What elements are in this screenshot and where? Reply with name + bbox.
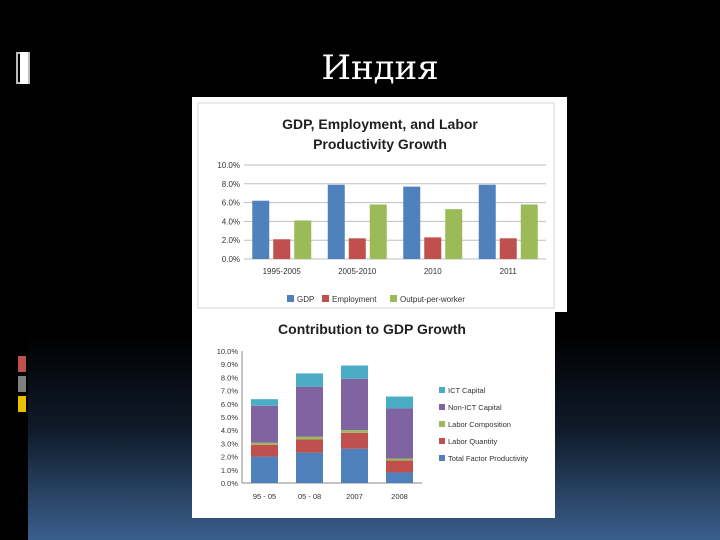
chart-growth-x-tick: 2005-2010 [338,267,377,276]
slide-title: Индия [321,48,439,88]
chart-contribution-bar-segment [251,399,278,406]
chart-contribution-bar-segment [251,405,278,443]
chart-contribution-bar-segment [251,444,278,457]
chart-contribution-y-tick: 5.0% [221,413,238,422]
chart-growth-bar [478,184,496,259]
chart-growth-title: GDP, Employment, and Labor [282,116,478,132]
chart-growth-bar [348,238,366,259]
decor-strip-red [18,356,26,372]
chart-contribution-bar-segment [296,439,323,453]
chart-growth-legend-label: Output-per-worker [400,295,465,304]
chart-growth: GDP, Employment, and Labor Productivity … [197,102,555,309]
chart-contribution-legend-label: ICT Capital [448,386,486,395]
chart-growth-y-tick: 10.0% [217,161,240,170]
chart-contribution-y-tick: 3.0% [221,439,238,448]
chart-contribution-legend-label: Non-ICT Capital [448,403,502,412]
chart-growth-legend-label: Employment [332,295,377,304]
chart-contribution-bar-segment [341,365,368,379]
chart-contribution-bar-segment [341,378,368,431]
chart-contribution-bar-segment [386,408,413,459]
chart-contribution-legend-swatch [439,404,445,410]
chart-growth-bar [403,186,421,259]
chart-contribution-x-tick: 05 - 08 [298,492,321,501]
chart-contribution-x-tick: 95 - 05 [253,492,276,501]
decor-strip-gray [18,376,26,392]
chart-contribution-bar-segment [251,456,278,483]
chart-contribution-y-tick: 9.0% [221,360,238,369]
chart-growth-y-tick: 6.0% [222,199,240,208]
chart-contribution-x-tick: 2008 [391,492,408,501]
chart-contribution-legend-swatch [439,387,445,393]
chart-growth-y-tick: 4.0% [222,217,240,226]
chart-contribution-bar-segment [341,430,368,433]
chart-contribution-y-tick: 8.0% [221,373,238,382]
chart-growth-x-tick: 1995-2005 [263,267,302,276]
chart-growth-bar [520,204,538,259]
chart-growth-y-tick: 8.0% [222,180,240,189]
chart-contribution-legend-swatch [439,438,445,444]
chart-contribution-y-tick: 7.0% [221,387,238,396]
chart-contribution-legend-label: Labor Quantity [448,437,497,446]
chart-growth-box: GDP, Employment, and Labor Productivity … [192,97,567,312]
chart-contribution-y-tick: 10.0% [217,347,239,356]
chart-contribution-bar-segment [341,432,368,449]
chart-growth-y-tick: 0.0% [222,255,240,264]
chart-contribution-y-tick: 0.0% [221,479,238,488]
chart-contribution-bar-segment [296,436,323,440]
chart-growth-bar [294,220,312,259]
chart-contribution-y-tick: 2.0% [221,453,238,462]
chart-growth-legend-swatch [322,295,329,302]
chart-contribution-bar-segment [296,386,323,437]
chart-contribution-legend-label: Labor Composition [448,420,511,429]
chart-growth-legend-label: GDP [297,295,314,304]
decor-strip-yellow [18,396,26,412]
chart-contribution-legend-label: Total Factor Productivity [448,454,528,463]
chart-contribution-bar-segment [386,472,413,483]
chart-contribution-y-tick: 4.0% [221,426,238,435]
chart-growth-x-tick: 2010 [424,267,442,276]
chart-growth-bar [499,238,517,259]
chart-growth-bar [424,237,442,259]
chart-contribution-title: Contribution to GDP Growth [278,321,466,337]
chart-contribution-bar-segment [386,458,413,461]
chart-contribution-legend-swatch [439,421,445,427]
chart-contribution-legend-swatch [439,455,445,461]
chart-contribution-bar-segment [296,452,323,483]
chart-growth-bar [369,204,387,259]
chart-contribution-y-tick: 1.0% [221,466,238,475]
chart-growth-bar [252,200,270,259]
chart-growth-legend-swatch [390,295,397,302]
chart-contribution-bar-segment [386,396,413,409]
chart-contribution-box: Contribution to GDP Growth 10.0% 9.0% 8.0%… [192,312,555,518]
chart-contribution-x-tick: 2007 [346,492,363,501]
chart-contribution-bar-segment [386,460,413,473]
chart-contribution-bar-segment [341,448,368,483]
chart-growth-bar [273,239,291,259]
chart-growth-bar [327,184,345,259]
chart-contribution-y-tick: 6.0% [221,400,238,409]
chart-contribution-bar-segment [296,373,323,387]
chart-growth-x-tick: 2011 [500,267,518,276]
chart-growth-legend-swatch [287,295,294,302]
decor-frame-bar [20,52,28,84]
chart-growth-title-line2: Productivity Growth [313,136,447,152]
chart-growth-y-tick: 2.0% [222,236,240,245]
chart-contribution-bar-segment [251,442,278,445]
chart-growth-bar [445,209,463,259]
chart-contribution: Contribution to GDP Growth 10.0% 9.0% 8.0%… [217,321,529,501]
